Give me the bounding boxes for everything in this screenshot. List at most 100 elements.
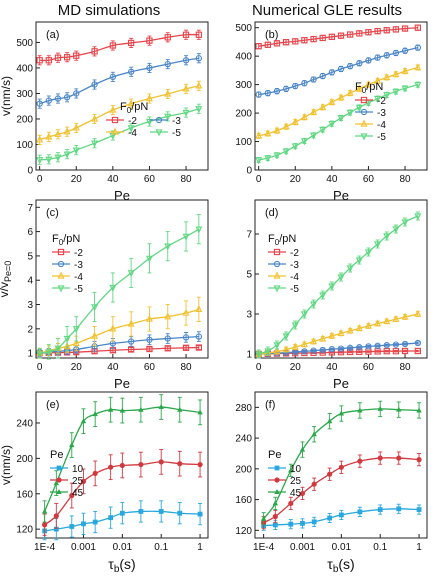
x-tick-label: 80 [399, 174, 411, 185]
data-point [282, 85, 290, 93]
legend-marker [360, 119, 368, 127]
y-tick-label: 6 [27, 227, 33, 238]
y-tick-label: 1 [27, 349, 33, 360]
data-point [355, 324, 363, 332]
legend-title: Pe [268, 449, 281, 461]
legend-label: -5 [172, 128, 181, 139]
y-tick-label: 400 [235, 52, 252, 63]
data-point [357, 458, 363, 464]
data-point [182, 308, 190, 316]
x-tick-label: 20 [290, 362, 302, 373]
data-point [328, 69, 336, 76]
data-point [299, 490, 306, 497]
panel-e: 1E-4 0.001 0.01 0.1 1 120 160 200 240 τb(s) v(nm/s… [0, 391, 209, 575]
data-point [396, 455, 402, 461]
data-point [292, 82, 299, 90]
data-point [164, 60, 171, 68]
data-point [357, 509, 363, 515]
data-point [72, 339, 80, 347]
legend: F0/pN-2-3-4-5 [355, 81, 386, 143]
x-tick-label: 20 [71, 174, 83, 185]
data-point [356, 60, 363, 67]
data-point [383, 92, 391, 100]
data-point [383, 233, 391, 241]
y-tick-label: 500 [235, 23, 252, 34]
data-point [109, 324, 117, 332]
legend-marker [273, 285, 281, 293]
data-point [177, 461, 183, 467]
data-point [337, 274, 345, 282]
y-tick-label: 4 [27, 276, 33, 287]
y-tick-label: 0 [246, 166, 252, 177]
series--3 [36, 53, 203, 109]
legend-item--5: -5 [52, 284, 83, 295]
legend-label: -5 [74, 284, 83, 295]
data-point [328, 283, 336, 291]
data-point [310, 301, 318, 309]
data-point [80, 418, 87, 424]
data-point [337, 115, 345, 123]
data-point [291, 117, 299, 125]
y-tick-label: 500 [16, 38, 33, 49]
data-point [326, 418, 333, 424]
data-point [383, 73, 391, 81]
data-point [146, 345, 153, 353]
x-tick-label: 0.001 [71, 542, 96, 553]
y-tick-label: 200 [16, 454, 33, 465]
panel-a: 0 20 40 60 80 0 100 200 300 400 500 Pe v(nm/s) (a) F0/… [0, 21, 209, 203]
legend-label: -2 [377, 96, 386, 107]
data-point [319, 346, 326, 354]
data-point [291, 322, 299, 330]
data-point [346, 31, 354, 38]
legend-label: 25 [290, 476, 302, 487]
legend-item--2: -2 [355, 96, 386, 107]
x-tick-label: 80 [180, 174, 192, 185]
series-25 [42, 449, 203, 536]
data-point [328, 33, 336, 40]
data-point [73, 90, 80, 97]
data-point [45, 97, 52, 104]
data-point [164, 34, 171, 41]
panel-c: 0 20 40 60 80 1 2 3 4 5 6 7 Pe v/vPe=0 (c) F0/pN-2-3-4-… [0, 199, 209, 391]
data-point [119, 510, 125, 516]
x-tick-label: 80 [180, 362, 192, 373]
data-point [127, 68, 135, 75]
data-point [273, 40, 281, 47]
series-line [39, 346, 199, 354]
data-point [91, 81, 98, 88]
x-tick-label: 1E-4 [253, 542, 275, 553]
legend-item-45: 45 [50, 488, 84, 499]
x-tick-label: 1 [416, 542, 422, 553]
data-point [145, 118, 153, 126]
data-point [337, 65, 345, 73]
series--5 [36, 214, 203, 360]
legend-item-10: 10 [268, 464, 302, 475]
y-tick-label: 400 [16, 63, 33, 74]
series--4 [36, 80, 203, 145]
panel-label: (f) [265, 399, 275, 411]
series-45 [41, 394, 203, 523]
y-tick-label: 100 [16, 140, 33, 151]
legend-label: -2 [74, 248, 83, 259]
data-point [92, 411, 98, 417]
data-point [300, 521, 305, 526]
series--3 [255, 44, 422, 98]
y-tick-label: 1 [246, 350, 252, 361]
data-point [63, 127, 71, 135]
data-point [377, 507, 383, 512]
legend: F0/pN-2-3-4-5 [268, 233, 299, 295]
legend: F0/pN-2-3-4-5 [106, 101, 181, 139]
data-point [383, 317, 391, 325]
data-point [273, 88, 281, 95]
data-point [182, 334, 190, 341]
data-point [319, 72, 326, 80]
series-line [39, 228, 200, 354]
legend-marker [360, 108, 368, 116]
data-point [273, 342, 281, 350]
data-point [195, 81, 203, 89]
data-point [374, 76, 382, 84]
x-tick-label: 0 [256, 174, 262, 185]
legend-label: -3 [172, 116, 181, 127]
data-point [182, 109, 190, 117]
legend-item--5: -5 [150, 128, 181, 139]
